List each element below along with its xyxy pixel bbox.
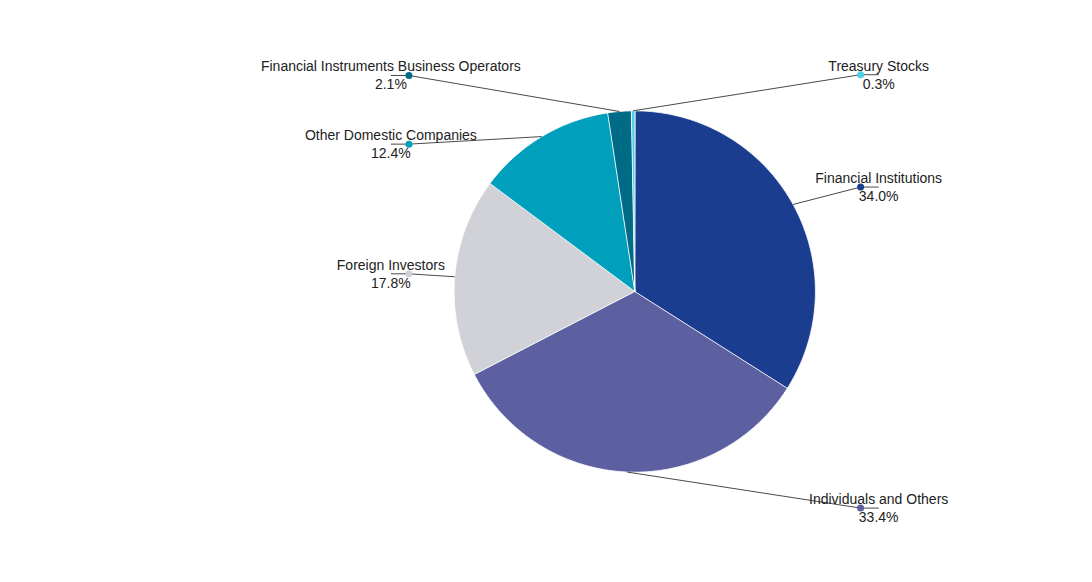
svg-text:Financial Institutions: Financial Institutions bbox=[815, 170, 942, 186]
svg-text:17.8%: 17.8% bbox=[371, 275, 411, 291]
svg-text:33.4%: 33.4% bbox=[859, 509, 899, 525]
svg-text:2.1%: 2.1% bbox=[375, 76, 407, 92]
svg-text:12.4%: 12.4% bbox=[371, 145, 411, 161]
svg-text:Treasury Stocks: Treasury Stocks bbox=[828, 58, 929, 74]
svg-text:Foreign Investors: Foreign Investors bbox=[337, 257, 445, 273]
svg-text:0.3%: 0.3% bbox=[863, 76, 895, 92]
svg-text:Financial Instruments Business: Financial Instruments Business Operators bbox=[261, 58, 521, 74]
svg-text:Other Domestic Companies: Other Domestic Companies bbox=[305, 127, 477, 143]
svg-text:34.0%: 34.0% bbox=[859, 188, 899, 204]
svg-text:Individuals and Others: Individuals and Others bbox=[809, 491, 948, 507]
